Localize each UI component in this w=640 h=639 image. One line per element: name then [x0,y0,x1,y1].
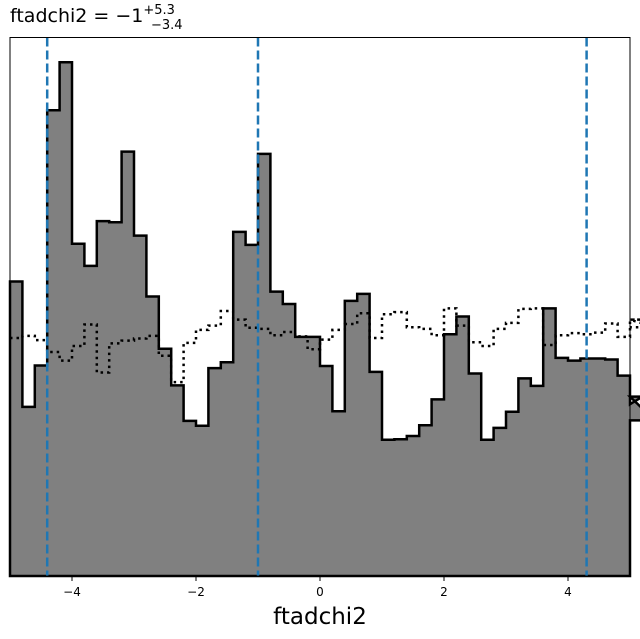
x-axis-ticks: −4 −2 0 2 4 [63,576,572,599]
x-tick-label: −2 [187,585,205,599]
x-tick-label: −4 [63,585,81,599]
x-tick-label: 0 [316,585,324,599]
histogram-filled-series [8,61,640,578]
x-axis-label: ftadchi2 [273,604,367,630]
chart-title-sup: +5.3 [143,3,175,18]
x-tick-label: 2 [440,585,448,599]
reference-lines [45,37,588,576]
histogram-dotted-series [10,307,640,384]
plot-area [8,61,640,578]
chart-title-base: ftadchi2 = −1 [10,5,143,27]
x-tick-label: 4 [564,585,572,599]
chart-title-sub: −3.4 [151,18,183,33]
chart-title: ftadchi2 = −1+5.3 −3.4 [10,3,183,33]
